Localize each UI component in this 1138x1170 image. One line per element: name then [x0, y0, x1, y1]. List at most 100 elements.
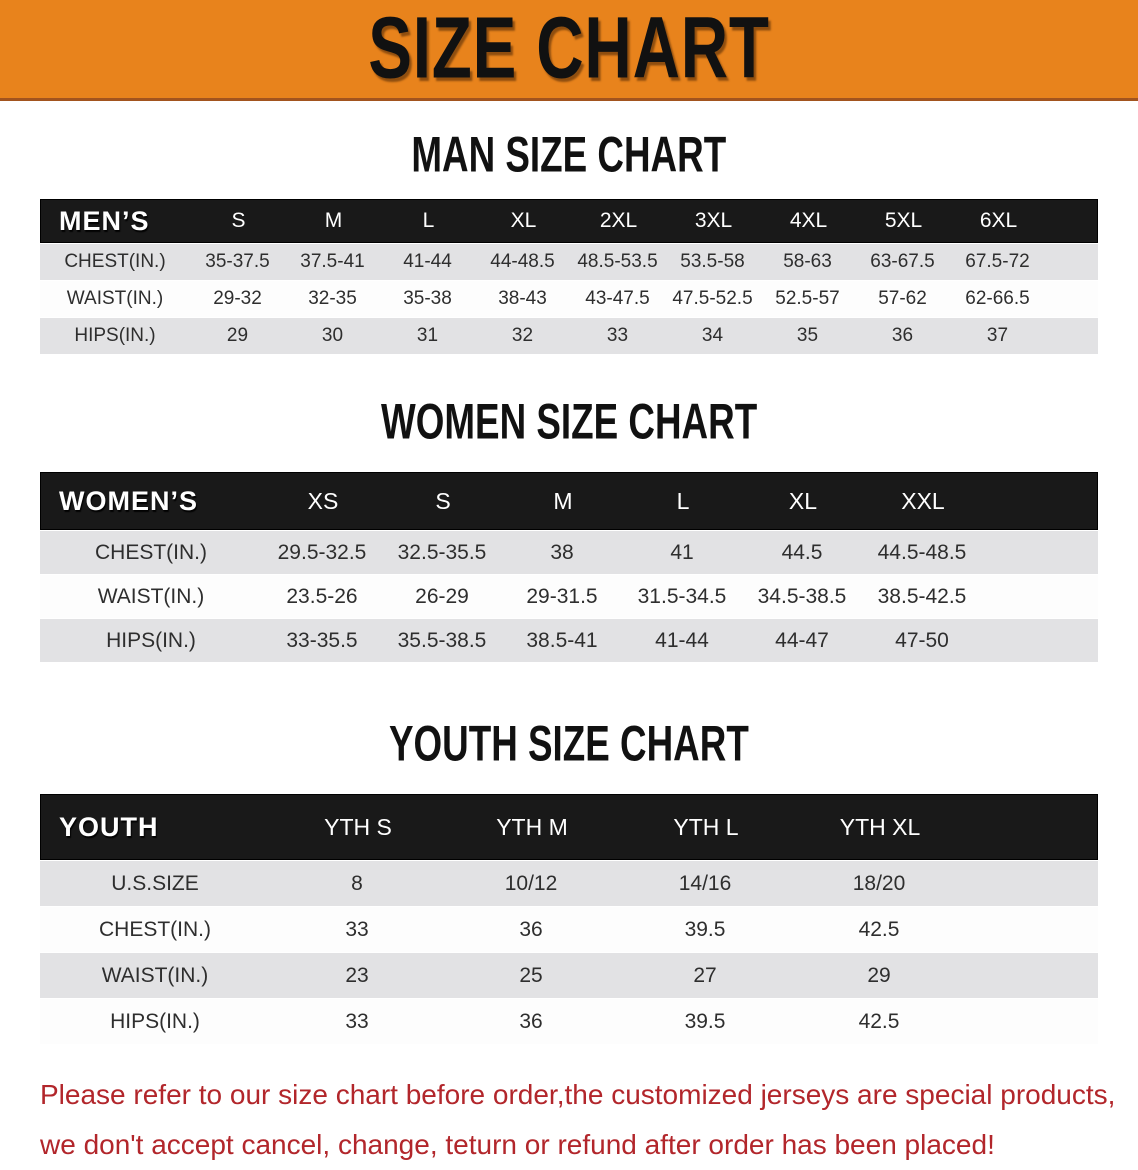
size-value: 41-44 [655, 628, 709, 652]
size-column-header: 4XL [789, 209, 828, 232]
size-value: 35 [796, 325, 819, 346]
women-section-heading: WOMEN SIZE CHART [0, 392, 1138, 450]
row-label: HIPS(IN.) [106, 628, 196, 652]
size-value: 38.5-42.5 [877, 584, 967, 608]
size-value: 26-29 [415, 584, 469, 608]
table-title-cell: MEN’S [59, 205, 150, 236]
size-column-header: 6XL [979, 209, 1018, 232]
size-value: 38.5-41 [526, 628, 598, 652]
size-value: 31 [416, 325, 439, 346]
row-label: WAIST(IN.) [97, 584, 205, 608]
size-value: 47-50 [895, 628, 949, 652]
size-value: 43-47.5 [585, 288, 650, 309]
table-title-cell: WOMEN’S [59, 485, 198, 516]
size-value: 35-38 [403, 288, 452, 309]
table-row: WAIST(IN.) 23.5-26 26-29 29-31.5 31.5-34.5 34… [40, 575, 1098, 618]
size-value: 35.5-38.5 [397, 628, 487, 652]
size-column-header: YTH L [673, 813, 739, 840]
size-value: 32.5-35.5 [397, 540, 487, 564]
size-value: 58-63 [783, 251, 832, 272]
table-header-row: WOMEN’S XS S M L XL XXL [40, 472, 1098, 530]
size-column-header: YTH M [496, 813, 568, 840]
size-value: 52.5-57 [775, 288, 840, 309]
size-column-header: 5XL [884, 209, 923, 232]
table-row: CHEST(IN.) 35-37.5 37.5-41 41-44 44-48.5 48.5… [40, 244, 1098, 280]
size-value: 53.5-58 [680, 251, 745, 272]
size-value: 23.5-26 [286, 584, 358, 608]
size-value: 42.5 [858, 1009, 900, 1033]
size-value: 36 [891, 325, 914, 346]
size-value: 33 [345, 917, 369, 941]
disclaimer: Please refer to our size chart before or… [40, 1070, 1115, 1170]
youth-section-heading-text: YOUTH SIZE CHART [389, 714, 749, 772]
table-header-row: MEN’S S M L XL 2XL 3XL 4XL 5XL 6XL [40, 199, 1098, 243]
size-value: 35-37.5 [205, 251, 270, 272]
size-value: 48.5-53.5 [577, 251, 658, 272]
row-label: CHEST(IN.) [64, 251, 166, 272]
size-value: 18/20 [852, 871, 906, 895]
size-column-header: L [422, 209, 435, 232]
banner-title: SIZE CHART [368, 0, 770, 97]
size-value: 41 [670, 540, 694, 564]
row-label: WAIST(IN.) [66, 288, 164, 309]
size-value: 10/12 [504, 871, 558, 895]
size-column-header: XXL [901, 487, 945, 514]
size-value: 33 [345, 1009, 369, 1033]
size-value: 38-43 [498, 288, 547, 309]
size-value: 32 [511, 325, 534, 346]
table-header-row: YOUTH YTH S YTH M YTH L YTH XL [40, 794, 1098, 860]
size-column-header: M [324, 209, 343, 232]
size-value: 39.5 [684, 917, 726, 941]
row-label: HIPS(IN.) [110, 1009, 200, 1033]
size-value: 30 [321, 325, 344, 346]
size-value: 27 [693, 963, 717, 987]
table-row: HIPS(IN.) 29 30 31 32 33 34 35 36 37 [40, 318, 1098, 354]
table-row: WAIST(IN.) 23 25 27 29 [40, 953, 1098, 998]
size-column-header: YTH XL [839, 813, 921, 840]
size-value: 23 [345, 963, 369, 987]
row-label: WAIST(IN.) [101, 963, 209, 987]
size-value: 36 [519, 1009, 543, 1033]
size-column-header: 3XL [694, 209, 733, 232]
size-value: 36 [519, 917, 543, 941]
table-row: WAIST(IN.) 29-32 32-35 35-38 38-43 43-47.5 47.… [40, 281, 1098, 317]
size-column-header: M [553, 487, 573, 514]
size-column-header: 2XL [599, 209, 638, 232]
size-value: 41-44 [403, 251, 452, 272]
disclaimer-line-2: we don't accept cancel, change, teturn o… [40, 1129, 995, 1160]
size-value: 34.5-38.5 [757, 584, 847, 608]
size-column-header: S [231, 209, 246, 232]
size-value: 62-66.5 [965, 288, 1030, 309]
size-value: 37.5-41 [300, 251, 365, 272]
size-value: 67.5-72 [965, 251, 1030, 272]
man-section-heading-text: MAN SIZE CHART [411, 125, 727, 183]
size-value: 33-35.5 [286, 628, 358, 652]
row-label: HIPS(IN.) [74, 325, 156, 346]
size-value: 29.5-32.5 [277, 540, 367, 564]
size-column-header: L [676, 487, 690, 514]
size-value: 44-48.5 [490, 251, 555, 272]
size-value: 44.5 [781, 540, 823, 564]
size-value: 29 [867, 963, 891, 987]
youth-section-heading: YOUTH SIZE CHART [0, 714, 1138, 772]
men-size-table: MEN’S S M L XL 2XL 3XL 4XL 5XL 6XL CHEST(IN.) 35-37… [40, 199, 1098, 354]
women-section-heading-text: WOMEN SIZE CHART [380, 392, 758, 450]
size-value: 25 [519, 963, 543, 987]
size-column-header: XL [510, 209, 537, 232]
size-value: 57-62 [878, 288, 927, 309]
size-value: 33 [606, 325, 629, 346]
row-label: U.S.SIZE [111, 871, 199, 895]
table-title-cell: YOUTH [59, 811, 159, 842]
size-value: 44-47 [775, 628, 829, 652]
table-row: HIPS(IN.) 33 36 39.5 42.5 [40, 999, 1098, 1044]
size-value: 38 [550, 540, 574, 564]
size-column-header: S [435, 487, 451, 514]
size-value: 42.5 [858, 917, 900, 941]
table-row: HIPS(IN.) 33-35.5 35.5-38.5 38.5-41 41-44 44-… [40, 619, 1098, 662]
man-section-heading: MAN SIZE CHART [0, 125, 1138, 183]
size-value: 39.5 [684, 1009, 726, 1033]
size-value: 47.5-52.5 [672, 288, 753, 309]
size-value: 29-32 [213, 288, 262, 309]
size-value: 32-35 [308, 288, 357, 309]
